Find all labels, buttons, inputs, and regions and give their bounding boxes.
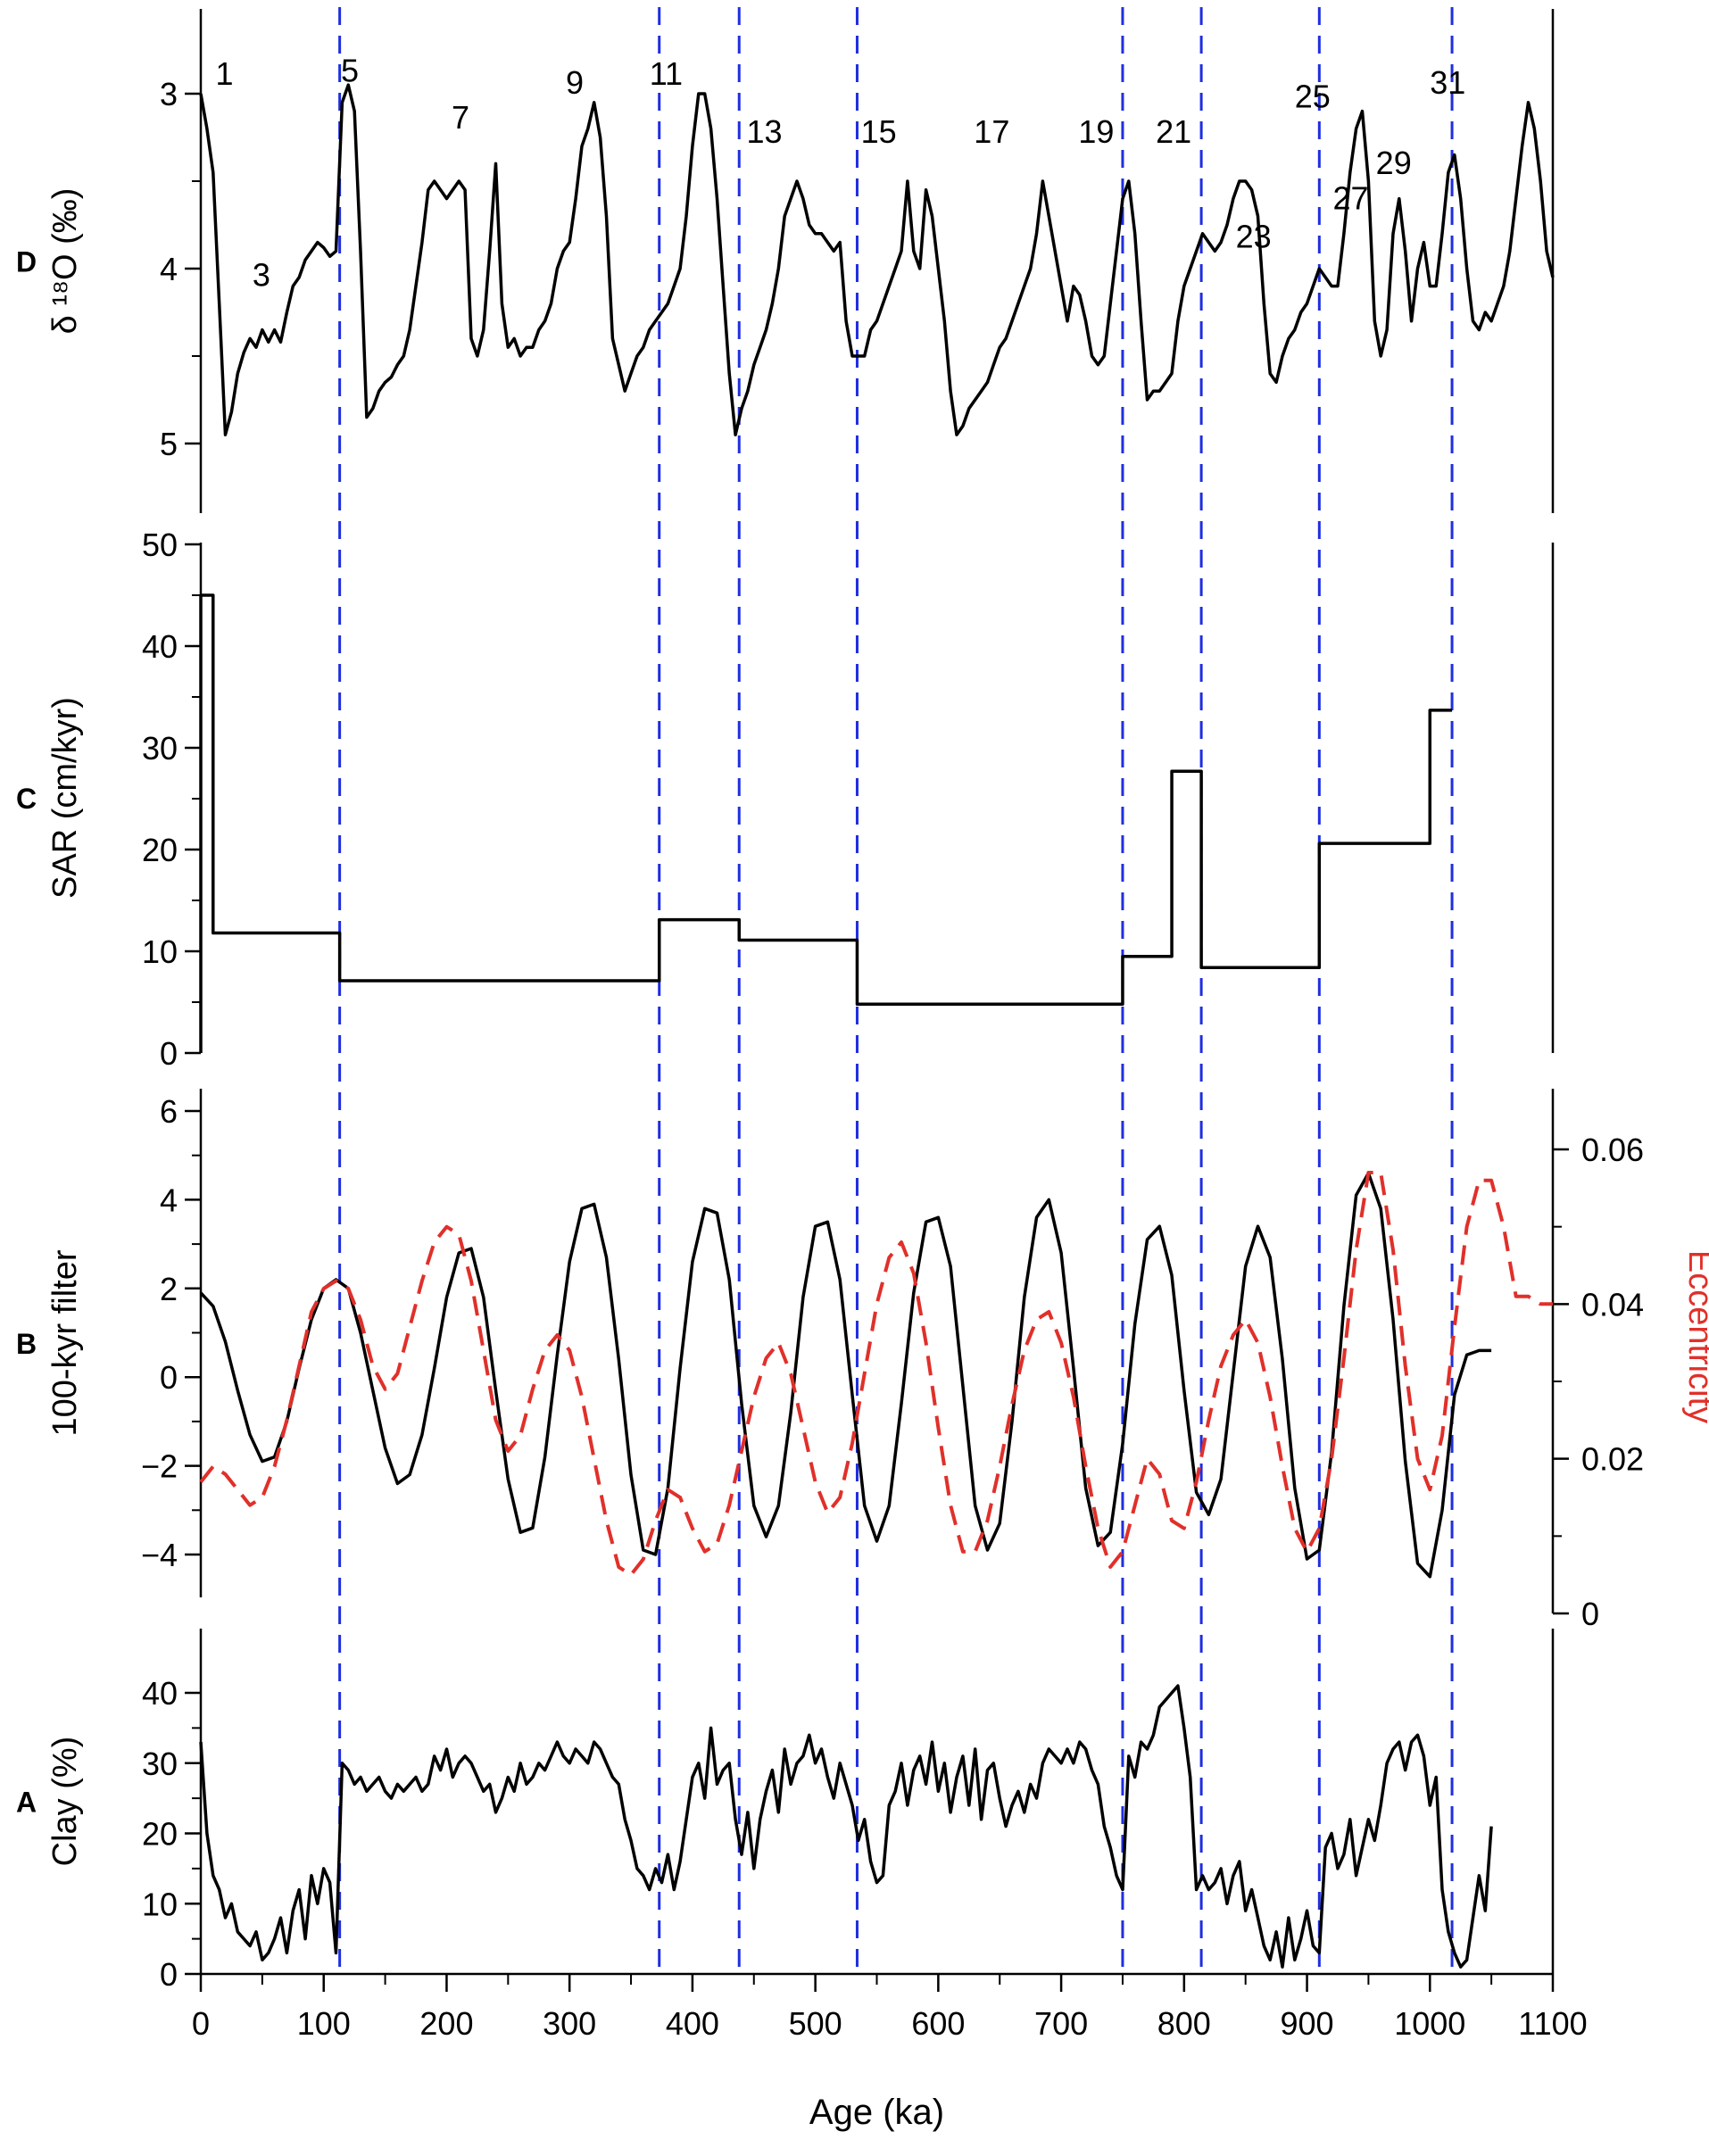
panel-a-ylabel: Clay (%)	[46, 1737, 84, 1867]
panel-b-ytick-label: 2	[160, 1271, 178, 1307]
panel-a-ytick-label: 0	[160, 1956, 178, 1993]
panel-a-ytick-label: 20	[142, 1816, 178, 1853]
x-tick-label: 200	[419, 2005, 473, 2042]
mis-label: 19	[1078, 113, 1114, 150]
panel-d-ylabel: δ ¹⁸O (‰)	[46, 188, 84, 335]
mis-label: 23	[1236, 218, 1272, 254]
panel-c-ytick-label: 50	[142, 527, 178, 563]
boundary-lines	[338, 7, 1454, 1974]
x-tick-label: 1100	[1518, 2005, 1587, 2042]
panel-c-ylabel: SAR (cm/kyr)	[46, 697, 84, 899]
panel-b-right-tick-label: 0.06	[1581, 1132, 1644, 1168]
mis-label: 21	[1156, 113, 1191, 150]
mis-label: 29	[1376, 145, 1412, 181]
panel-d-series-1	[199, 83, 1555, 436]
panel-b-ytick-label: −2	[141, 1448, 178, 1485]
x-tick-label: 700	[1034, 2005, 1088, 2042]
panel-b-ytick-label: 0	[160, 1359, 178, 1396]
panel-a-series-1	[199, 1684, 1493, 1969]
x-tick-label: 300	[543, 2005, 596, 2042]
x-tick-label: 600	[911, 2005, 965, 2042]
x-tick-label: 1000	[1394, 2005, 1465, 2042]
panel-c-letter: C	[16, 783, 37, 815]
mis-label: 13	[747, 113, 783, 150]
panel-b-group: −4 −2 0 2 4 6 100-kyr filter B 0 0.02 0.04 0.06 Ecce…	[16, 1089, 1709, 1632]
panel-c-ytick-label: 30	[142, 730, 178, 767]
panel-a-group: 0 10 20 30 40 Clay (%) A	[16, 1629, 1555, 1993]
x-tick-label: 400	[666, 2005, 719, 2042]
x-tick-label: 500	[789, 2005, 842, 2042]
mis-label: 31	[1430, 64, 1465, 101]
panel-c-ytick-label: 0	[160, 1035, 178, 1072]
panel-b-ytick-label: 4	[160, 1182, 178, 1218]
mis-label: 7	[452, 99, 469, 136]
mis-label: 27	[1332, 179, 1368, 216]
panel-a-letter: A	[16, 1787, 37, 1819]
panel-b-ytick-label: −4	[141, 1537, 178, 1573]
x-tick-label: 0	[192, 2005, 210, 2042]
panel-b-right-label: Eccentricity	[1681, 1250, 1709, 1423]
x-axis-group: 0 100 200 300 400 500 600 700 800 900 1000 1100 Age …	[192, 1972, 1588, 2132]
mis-label: 1	[216, 55, 234, 92]
panel-d-ytick-label: 3	[160, 76, 178, 112]
panel-b-letter: B	[16, 1328, 37, 1360]
mis-label: 11	[650, 55, 683, 92]
panel-b-series-2	[199, 1171, 1553, 1577]
x-tick-label: 900	[1281, 2005, 1334, 2042]
x-tick-label: 100	[297, 2005, 351, 2042]
panel-b-right-tick-label: 0.04	[1581, 1286, 1644, 1323]
x-axis-label: Age (ka)	[809, 2093, 944, 2132]
mis-label: 9	[566, 64, 584, 101]
panel-a-ytick-label: 40	[142, 1675, 178, 1712]
x-tick-label: 800	[1157, 2005, 1211, 2042]
panel-b-ytick-label: 6	[160, 1093, 178, 1130]
mis-label: 3	[253, 257, 270, 294]
panel-b-right-tick-label: 0.02	[1581, 1441, 1644, 1478]
mis-label: 17	[974, 113, 1009, 150]
panel-c-group: 0 10 20 30 40 50 SAR (cm/kyr) C	[16, 527, 1555, 1072]
panel-a-ytick-label: 30	[142, 1746, 178, 1782]
panel-b-ylabel: 100-kyr filter	[46, 1249, 84, 1436]
panel-c-ytick-label: 10	[142, 933, 178, 970]
panel-d-ytick-label: 5	[160, 426, 178, 462]
mis-label: 25	[1295, 79, 1331, 115]
panel-c-ytick-label: 40	[142, 628, 178, 665]
panel-c-series-1	[199, 593, 1453, 1053]
mis-label: 15	[861, 113, 897, 150]
panel-b-right-tick-label: 0	[1581, 1596, 1599, 1632]
panel-d-ytick-label: 4	[160, 251, 178, 287]
panel-c-ytick-label: 20	[142, 832, 178, 868]
mis-label: 5	[341, 52, 359, 88]
panel-b-series-1	[199, 1171, 1492, 1579]
panel-d-letter: D	[16, 246, 37, 278]
panel-a-ytick-label: 10	[142, 1886, 178, 1922]
